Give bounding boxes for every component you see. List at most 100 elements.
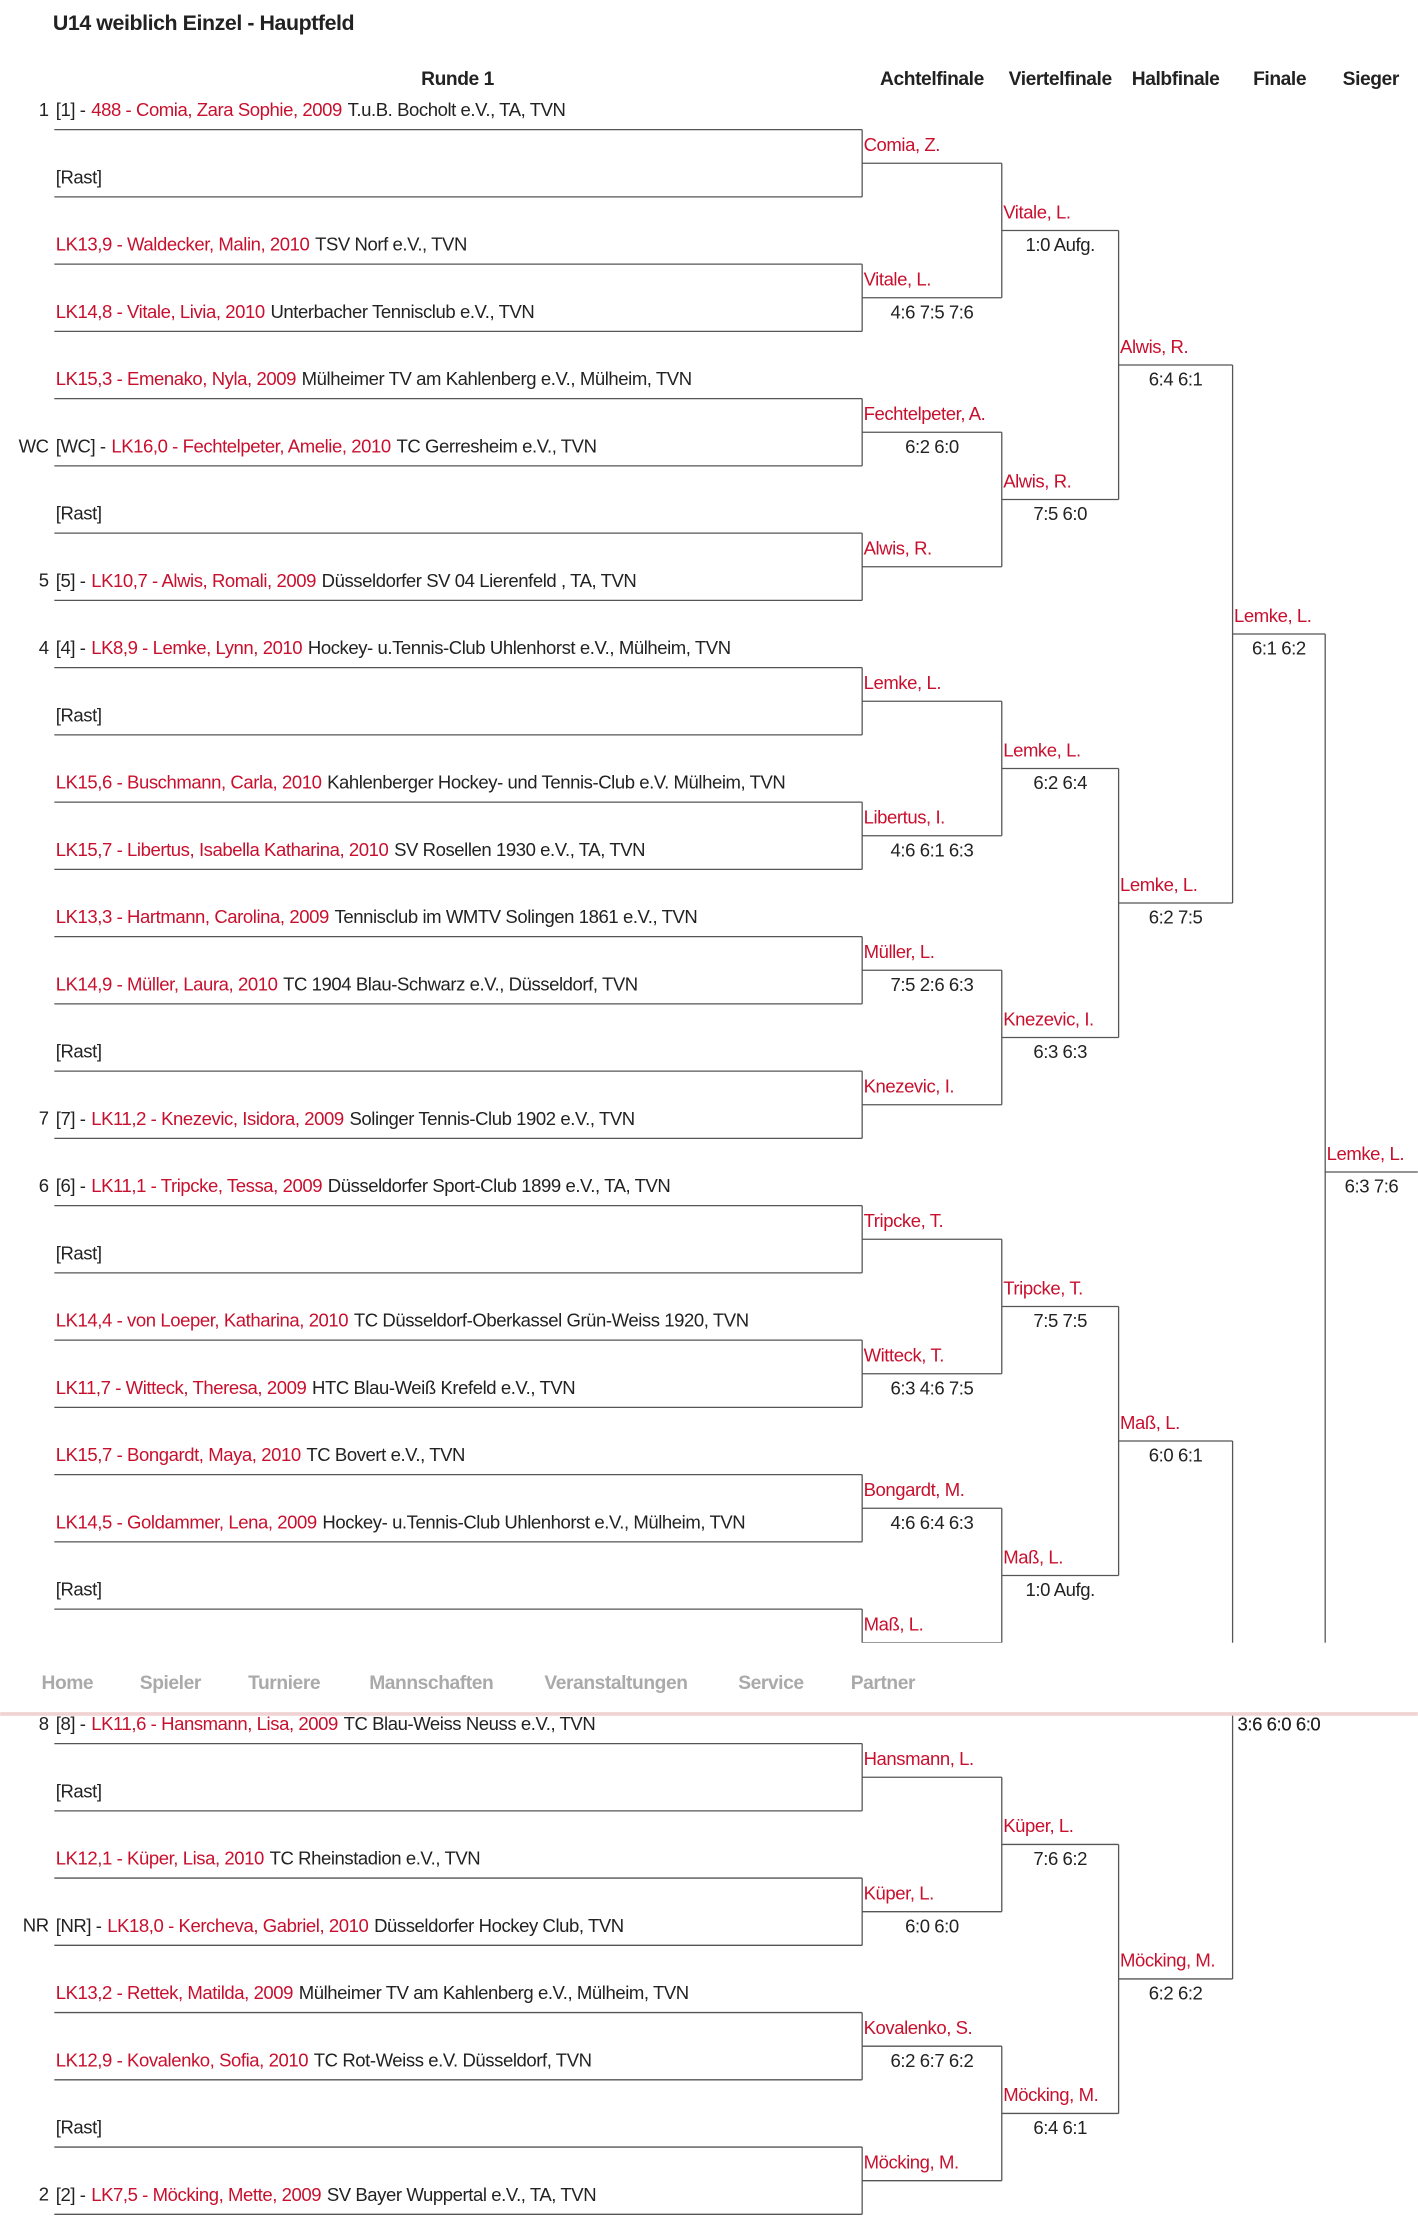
winner-name: Vitale, L.: [1003, 201, 1070, 222]
entry-club: TC 1904 Blau-Schwarz e.V., Düsseldorf, T…: [283, 973, 638, 994]
entry-player: LK14,9 - Müller, Laura, 2010: [56, 973, 278, 994]
entry-player: LK14,4 - von Loeper, Katharina, 2010: [56, 1309, 349, 1330]
player-entry: [Rast]: [56, 166, 102, 187]
entry-tag: [Rast]: [56, 2116, 102, 2137]
match-score: 1:0 Aufg.: [1026, 1579, 1095, 1600]
winner-name: Alwis, R.: [1003, 470, 1071, 491]
entry-player: 488 - Comia, Zara Sophie, 2009: [91, 99, 342, 120]
entry-player: LK11,2 - Knezevic, Isidora, 2009: [91, 1108, 344, 1129]
nav-link[interactable]: Partner: [851, 1673, 917, 1694]
round-header: Halbfinale: [1132, 69, 1220, 90]
entry-player: LK11,6 - Hansmann, Lisa, 2009: [91, 1713, 338, 1734]
entry-club: Tennisclub im WMTV Solingen 1861 e.V., T…: [335, 906, 698, 927]
winner-name: Lemke, L.: [1327, 1143, 1404, 1164]
seed-marker: 8: [39, 1713, 49, 1734]
nav-link[interactable]: Home: [42, 1673, 95, 1694]
player-entry: [5] - LK10,7 - Alwis, Romali, 2009 Düsseld…: [56, 570, 637, 591]
match-score: 6:2 7:5: [1149, 907, 1203, 928]
match-score: 7:5 7:5: [1033, 1310, 1087, 1331]
seed-marker: 2: [39, 2184, 49, 2205]
match-score: 3:6 6:0 6:0: [1237, 1714, 1320, 1735]
entry-player: LK13,2 - Rettek, Matilda, 2009: [56, 1982, 293, 2003]
winner-name: Knezevic, I.: [864, 1076, 955, 1097]
player-entry: [Rast]: [56, 503, 102, 524]
player-entry: LK11,7 - Witteck, Theresa, 2009 HTC Blau-…: [56, 1377, 575, 1398]
match-score: 6:3 6:3: [1033, 1041, 1087, 1062]
seed-marker: 7: [39, 1108, 49, 1129]
entry-club: Hockey- u.Tennis-Club Uhlenhorst e.V., M…: [322, 1511, 745, 1532]
player-entry: LK15,3 - Emenako, Nyla, 2009 Mülheimer TV…: [56, 368, 692, 389]
entry-tag: [7] -: [56, 1108, 86, 1129]
seed-marker: NR: [23, 1915, 49, 1936]
entry-tag: [WC] -: [56, 435, 106, 456]
seed-marker: 4: [39, 637, 49, 658]
entry-player: LK13,9 - Waldecker, Malin, 2010: [56, 234, 310, 255]
match-score: 6:2 6:4: [1033, 772, 1087, 793]
player-entry: [Rast]: [56, 704, 102, 725]
player-entry: [2] - LK7,5 - Möcking, Mette, 2009 SV Baye…: [56, 2184, 596, 2205]
winner-name: Küper, L.: [864, 1882, 934, 1903]
entry-club: SV Bayer Wuppertal e.V., TA, TVN: [327, 2184, 596, 2205]
entry-tag: [Rast]: [56, 1578, 102, 1599]
entry-player: LK15,3 - Emenako, Nyla, 2009: [56, 368, 296, 389]
entry-tag: [Rast]: [56, 1242, 102, 1263]
match-score: 1:0 Aufg.: [1026, 234, 1095, 255]
player-entry: LK13,3 - Hartmann, Carolina, 2009 Tennisc…: [56, 906, 698, 927]
nav-link[interactable]: Mannschaften: [369, 1673, 494, 1694]
winner-name: Knezevic, I.: [1003, 1008, 1094, 1029]
match-score: 7:5 2:6 6:3: [891, 974, 974, 995]
player-entry: LK14,5 - Goldammer, Lena, 2009 Hockey- u.…: [56, 1511, 745, 1532]
entry-player: LK7,5 - Möcking, Mette, 2009: [91, 2184, 321, 2205]
entry-player: LK16,0 - Fechtelpeter, Amelie, 2010: [111, 435, 391, 456]
player-entry: [Rast]: [56, 2116, 102, 2137]
winner-name: Lemke, L.: [864, 672, 941, 693]
winner-name: Libertus, I.: [864, 807, 945, 828]
player-entry: LK13,2 - Rettek, Matilda, 2009 Mülheimer …: [56, 1982, 689, 2003]
entry-player: LK13,3 - Hartmann, Carolina, 2009: [56, 906, 329, 927]
nav-link[interactable]: Spieler: [140, 1673, 202, 1694]
winner-name: Maß, L.: [864, 1614, 924, 1635]
player-entry: LK14,4 - von Loeper, Katharina, 2010 TC D…: [56, 1309, 749, 1330]
match-score: 6:3 4:6 7:5: [891, 1377, 974, 1398]
nav-link[interactable]: Turniere: [248, 1673, 321, 1694]
winner-name: Tripcke, T.: [1003, 1277, 1083, 1298]
match-score: 6:1 6:2: [1252, 638, 1306, 659]
winner-name: Möcking, M.: [1003, 2084, 1098, 2105]
player-entry: [4] - LK8,9 - Lemke, Lynn, 2010 Hockey- u.…: [56, 637, 731, 658]
entry-club: T.u.B. Bocholt e.V., TA, TVN: [348, 99, 566, 120]
match-score: 3:6 6:0 6:0: [1237, 1714, 1320, 1735]
winner-name: Küper, L.: [1003, 1815, 1073, 1836]
entry-club: TC Gerresheim e.V., TVN: [396, 435, 596, 456]
entry-player: LK14,5 - Goldammer, Lena, 2009: [56, 1511, 317, 1532]
winner-name: Bongardt, M.: [864, 1479, 965, 1500]
match-score: 6:3 7:6: [1345, 1176, 1399, 1197]
winner-name: Müller, L.: [864, 941, 935, 962]
player-entry: LK14,9 - Müller, Laura, 2010 TC 1904 Blau…: [56, 973, 638, 994]
match-score: 7:5 6:0: [1033, 503, 1087, 524]
entry-club: Solinger Tennis-Club 1902 e.V., TVN: [349, 1108, 634, 1129]
round-header: Finale: [1253, 69, 1307, 90]
nav-link[interactable]: Service: [738, 1673, 805, 1694]
entry-player: LK12,9 - Kovalenko, Sofia, 2010: [56, 2049, 308, 2070]
player-entry: [Rast]: [56, 1578, 102, 1599]
seed-marker: 1: [39, 99, 49, 120]
player-entry: [6] - LK11,1 - Tripcke, Tessa, 2009 Düssel…: [56, 1175, 671, 1196]
match-score: 6:2 6:0: [905, 436, 959, 457]
entry-tag: [Rast]: [56, 1780, 102, 1801]
player-entry: [Rast]: [56, 1780, 102, 1801]
entry-player: LK11,7 - Witteck, Theresa, 2009: [56, 1377, 307, 1398]
entry-tag: [4] -: [56, 637, 86, 658]
player-entry: LK15,7 - Libertus, Isabella Katharina, 2…: [56, 839, 645, 860]
round-header: Viertelfinale: [1009, 69, 1113, 90]
entry-club: SV Rosellen 1930 e.V., TA, TVN: [394, 839, 645, 860]
entry-club: Düsseldorfer SV 04 Lierenfeld , TA, TVN: [322, 570, 637, 591]
entry-tag: [5] -: [56, 570, 86, 591]
match-score: 4:6 6:4 6:3: [891, 1512, 974, 1533]
winner-name: Kovalenko, S.: [864, 2017, 973, 2038]
player-entry: LK12,9 - Kovalenko, Sofia, 2010 TC Rot-We…: [56, 2049, 592, 2070]
round-header: Achtelfinale: [880, 69, 985, 90]
nav-link[interactable]: Veranstaltungen: [544, 1673, 688, 1694]
nav-bar: [0, 1642, 1418, 1714]
